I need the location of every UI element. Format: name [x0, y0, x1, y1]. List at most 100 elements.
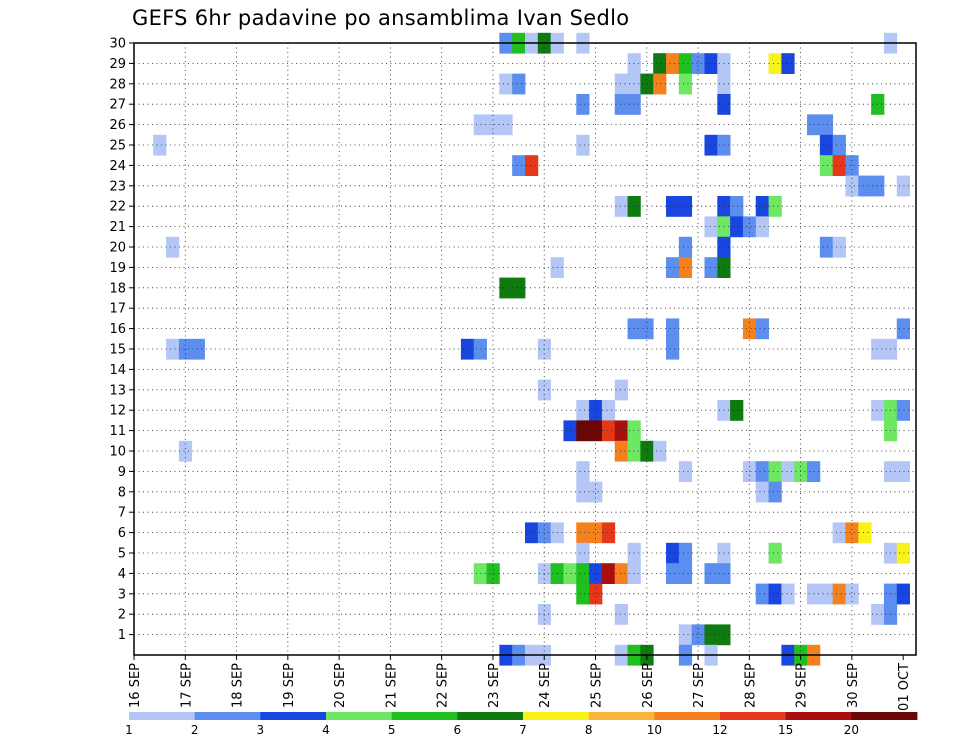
- legend-swatch: [654, 712, 721, 720]
- legend-label: 8: [585, 723, 593, 737]
- heatmap-cell: [742, 216, 757, 238]
- y-tick-label: 3: [118, 587, 126, 602]
- heatmap-cell: [191, 338, 205, 360]
- heatmap-cell: [512, 277, 526, 299]
- heatmap-cell: [666, 318, 680, 340]
- y-tick-label: 7: [118, 506, 126, 521]
- legend-swatch: [785, 712, 852, 720]
- heatmap-cell: [871, 604, 885, 625]
- y-tick-label: 2: [118, 608, 126, 623]
- heatmap-cell: [666, 53, 680, 74]
- heatmap-cell: [832, 583, 846, 605]
- heatmap-cell: [512, 155, 526, 176]
- heatmap-cell: [896, 461, 910, 482]
- heatmap-cell: [614, 73, 628, 95]
- heatmap-cell: [678, 624, 693, 646]
- x-tick-label: 17 SEP: [179, 663, 194, 708]
- legend-swatch: [194, 712, 261, 720]
- y-tick-label: 11: [109, 424, 126, 439]
- x-tick-label: 22 SEP: [436, 663, 451, 708]
- heatmap-cell: [589, 481, 603, 503]
- heatmap-cell: [640, 440, 654, 462]
- heatmap-cell: [704, 134, 718, 156]
- legend-swatch: [588, 712, 655, 720]
- heatmap-cell: [845, 583, 859, 605]
- x-tick-label: 20 SEP: [333, 663, 348, 708]
- heatmap-cell: [576, 420, 590, 442]
- legend-label: 1: [125, 723, 133, 737]
- heatmap-cell: [576, 563, 590, 584]
- y-tick-label: 30: [109, 37, 126, 52]
- heatmap-cell: [781, 461, 795, 482]
- heatmap-cell: [704, 257, 718, 278]
- heatmap-cell: [755, 216, 769, 238]
- heatmap-cell: [691, 624, 705, 646]
- x-tick-label: 25 SEP: [590, 663, 605, 708]
- heatmap-cell: [166, 338, 180, 360]
- heatmap-cell: [576, 481, 590, 503]
- y-tick-label: 22: [109, 200, 126, 215]
- heatmap-cell: [819, 114, 834, 136]
- y-tick-label: 8: [118, 485, 126, 500]
- heatmap-cell: [576, 134, 590, 156]
- heatmap-cell: [614, 94, 628, 115]
- heatmap-cell: [819, 155, 834, 176]
- y-tick-label: 17: [109, 302, 126, 317]
- heatmap-cell: [755, 318, 769, 340]
- heatmap-cell: [614, 420, 628, 442]
- heatmap-cell: [871, 338, 885, 360]
- legend-label: 6: [454, 723, 462, 737]
- y-tick-label: 16: [109, 322, 126, 337]
- x-tick-label: 19 SEP: [282, 663, 297, 708]
- x-tick-label: 18 SEP: [231, 663, 246, 708]
- heatmap-cell: [589, 400, 603, 421]
- heatmap-cell: [589, 583, 603, 605]
- x-tick-label: 27 SEP: [692, 663, 707, 708]
- heatmap-cell: [871, 175, 885, 197]
- heatmap-cell: [819, 236, 834, 258]
- legend-label: 5: [388, 723, 396, 737]
- heatmap-cell: [166, 236, 180, 258]
- heatmap-cell: [499, 114, 513, 136]
- heatmap-cell: [845, 522, 859, 544]
- heatmap-cell: [768, 481, 782, 503]
- heatmap-cell: [666, 542, 680, 564]
- y-tick-label: 15: [109, 343, 126, 358]
- heatmap-cell: [666, 196, 680, 217]
- x-tick-label: 01 OCT: [897, 663, 912, 711]
- heatmap-cell: [819, 583, 834, 605]
- y-tick-label: 6: [118, 526, 126, 541]
- heatmap-cell: [666, 563, 680, 584]
- heatmap-cell: [691, 53, 705, 74]
- heatmap-cell: [563, 563, 577, 584]
- heatmap-cell: [678, 53, 693, 74]
- legend-swatch: [391, 712, 458, 720]
- y-tick-label: 23: [109, 179, 126, 194]
- y-tick-label: 12: [109, 404, 126, 419]
- heatmap-cell: [525, 522, 539, 544]
- legend-label: 20: [844, 723, 859, 737]
- heatmap-cell: [704, 53, 718, 74]
- heatmap-cell: [678, 461, 693, 482]
- x-tick-label: 16 SEP: [128, 663, 143, 708]
- heatmap-cell: [742, 318, 757, 340]
- heatmap-cell: [678, 257, 693, 278]
- legend-label: 3: [257, 723, 265, 737]
- legend-swatch: [129, 712, 196, 720]
- legend-swatch: [260, 712, 327, 720]
- heatmap-cell: [871, 94, 885, 115]
- x-tick-label: 29 SEP: [795, 663, 810, 708]
- x-tick-label: 26 SEP: [641, 663, 656, 708]
- heatmap-cell: [666, 338, 680, 360]
- heatmap-cell: [845, 175, 859, 197]
- heatmap-cell: [896, 400, 910, 421]
- legend-swatch: [851, 712, 918, 720]
- heatmap-cell: [678, 196, 693, 217]
- heatmap-cell: [755, 583, 769, 605]
- heatmap-cell: [832, 522, 846, 544]
- heatmap-cell: [601, 420, 616, 442]
- y-tick-label: 14: [109, 363, 126, 378]
- legend-swatch: [326, 712, 393, 720]
- heatmap-cell: [601, 400, 616, 421]
